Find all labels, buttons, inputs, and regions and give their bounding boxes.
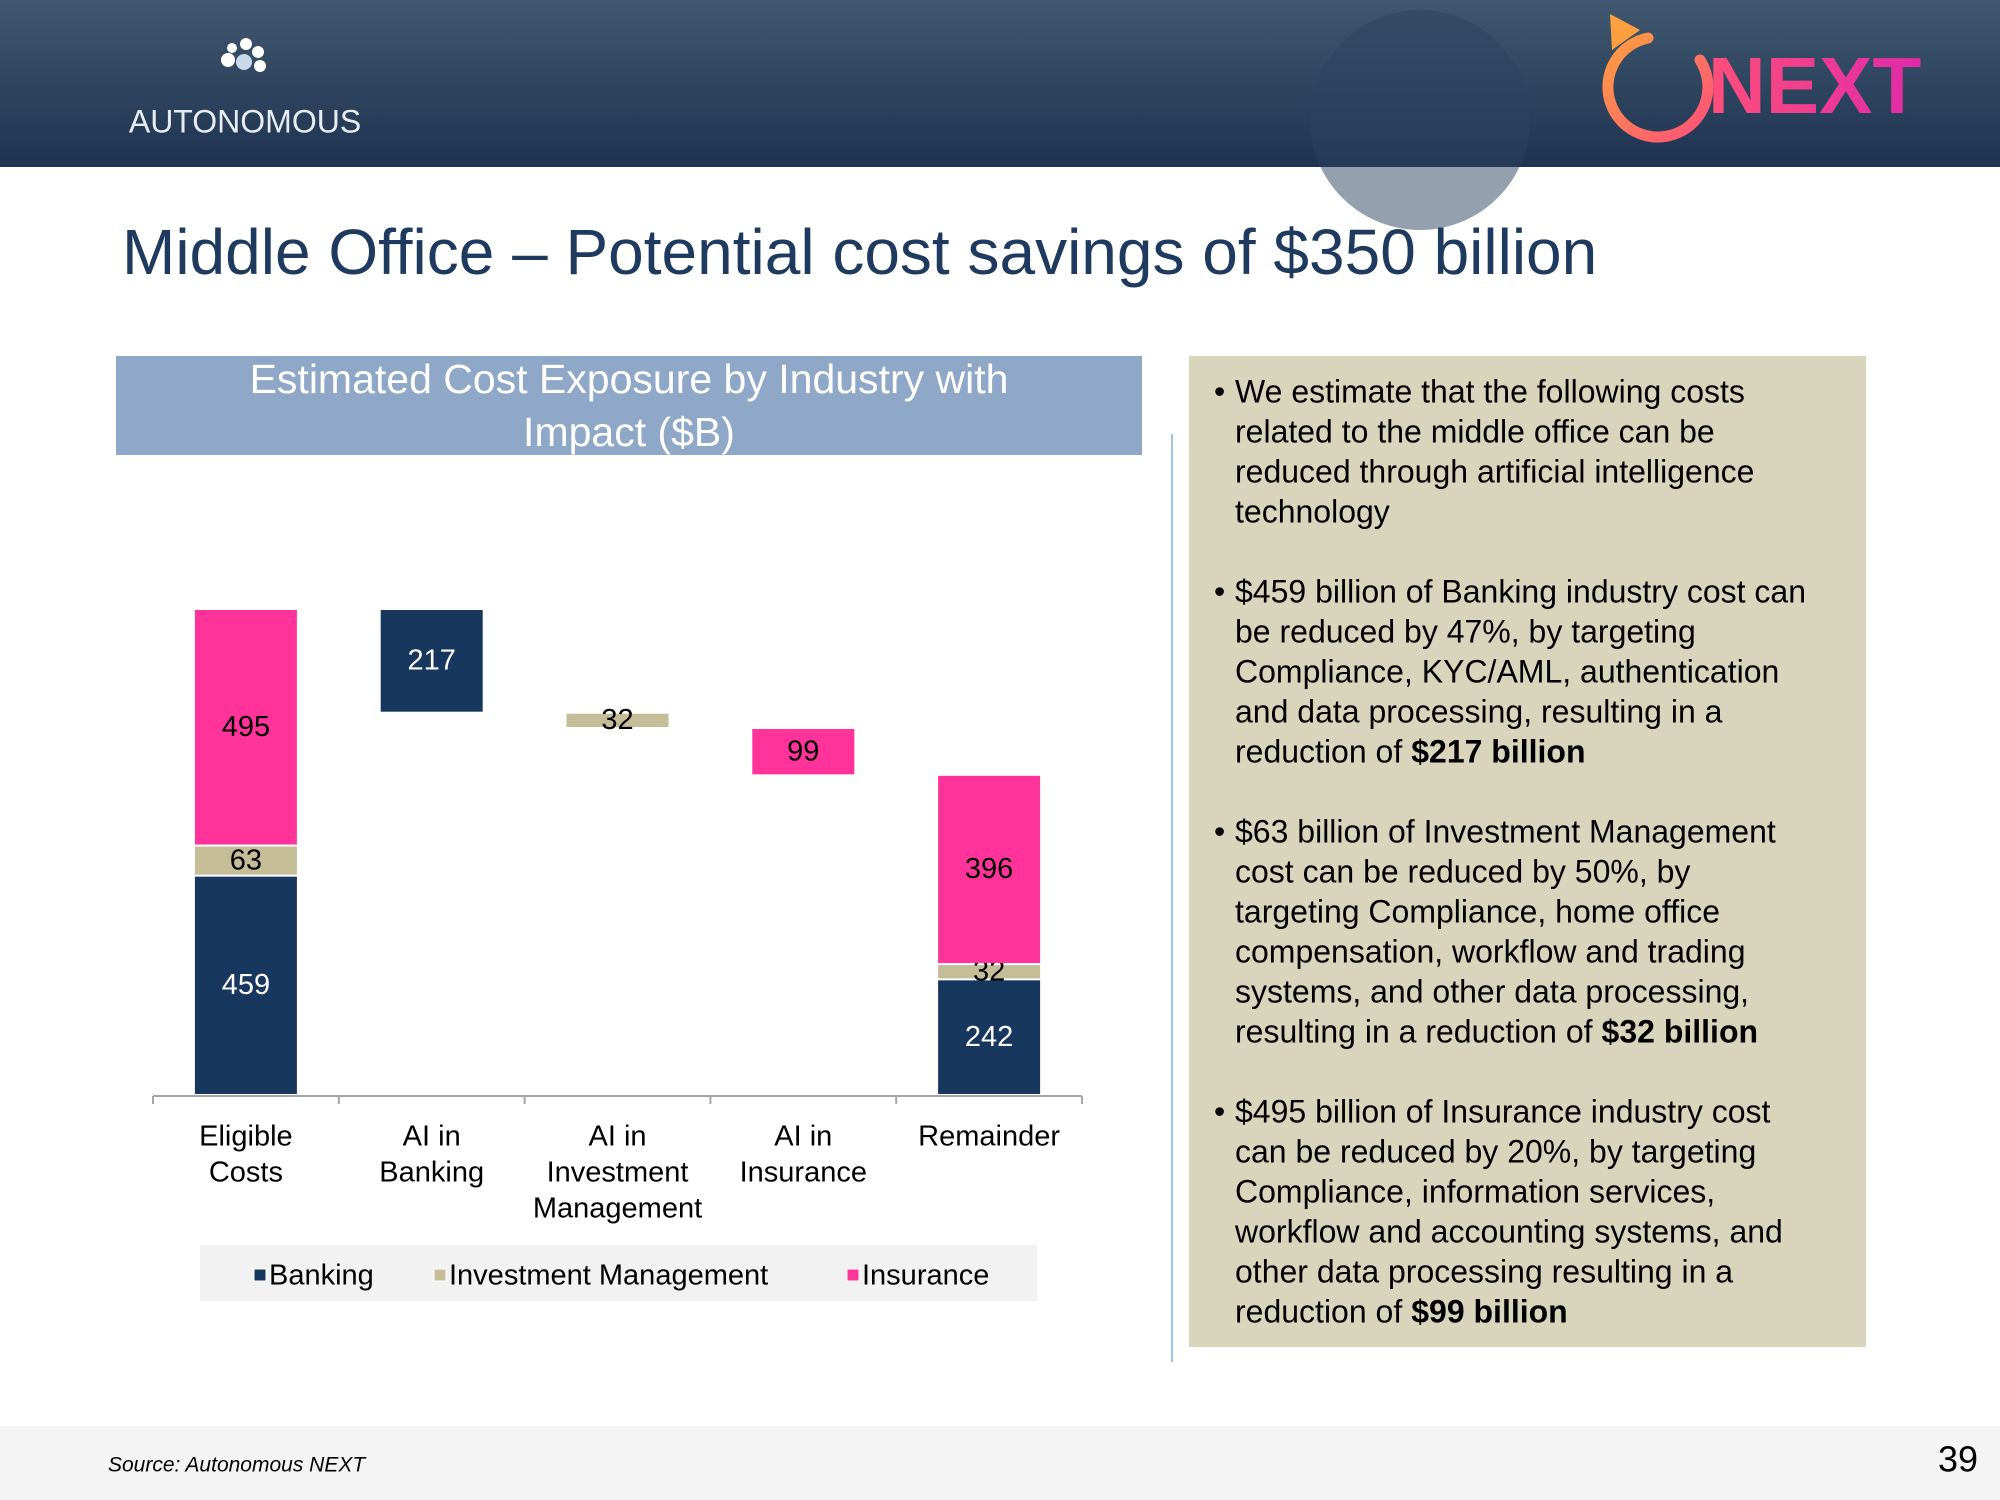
slide-title: Middle Office – Potential cost savings o… xyxy=(122,216,1597,288)
bullet-text: We estimate that the following costs xyxy=(1235,373,1745,409)
right-logo-ring xyxy=(1602,32,1714,143)
footer-band xyxy=(0,1426,2000,1500)
bullet-text: can be reduced by 20%, by targeting xyxy=(1235,1133,1756,1169)
bullet-text: reduction of xyxy=(1235,1293,1402,1329)
bar-segment xyxy=(194,610,297,845)
bullet-text: systems, and other data processing, xyxy=(1235,973,1749,1009)
bar-segment xyxy=(938,965,1041,979)
bullet-text: and data processing, resulting in a xyxy=(1235,693,1723,729)
bullet-text: compensation, workflow and trading xyxy=(1235,933,1746,969)
legend-box xyxy=(200,1245,1037,1301)
bullet-text: related to the middle office can be xyxy=(1235,413,1715,449)
x-tick-label: Costs xyxy=(209,1157,283,1189)
bar-segment xyxy=(380,610,483,712)
legend-marker xyxy=(433,1268,447,1282)
value-label: 32 xyxy=(601,704,633,736)
bullet-dot: • xyxy=(1214,1093,1225,1129)
bullet-text: resulting in a reduction of xyxy=(1235,1013,1593,1049)
bullet-text: reduced through artificial intelligence xyxy=(1235,453,1754,489)
value-label: 99 xyxy=(787,735,819,767)
x-tick-label: Management xyxy=(533,1193,702,1225)
bullet-dot: • xyxy=(1214,573,1225,609)
bullet-dot: • xyxy=(1214,813,1225,849)
bullet-text: $459 billion of Banking industry cost ca… xyxy=(1235,573,1806,609)
left-logo: AUTONOMOUS xyxy=(129,103,361,139)
value-label: 63 xyxy=(230,844,262,876)
text-panel xyxy=(1189,356,1866,1347)
bullet-text: cost can be reduced by 50%, by xyxy=(1235,853,1690,889)
bullet-text: Compliance, KYC/AML, authentication xyxy=(1235,653,1779,689)
bullet-dot: • xyxy=(1214,373,1225,409)
chart-title: Estimated Cost Exposure by Industry with… xyxy=(250,356,1009,455)
x-tick-label: Insurance xyxy=(740,1157,867,1189)
header-band xyxy=(0,0,2000,167)
legend-marker xyxy=(846,1268,860,1282)
bullet-text: workflow and accounting systems, and xyxy=(1234,1213,1783,1249)
x-tick-label: Remainder xyxy=(918,1121,1060,1153)
legend-label: Investment Management xyxy=(449,1260,768,1292)
left-logo-icon xyxy=(221,38,266,72)
bullet-text: other data processing resulting in a xyxy=(1235,1253,1733,1289)
bar-segment xyxy=(194,846,297,875)
legend-label: Insurance xyxy=(862,1260,989,1292)
legend-marker xyxy=(253,1268,267,1282)
bar-segment xyxy=(752,728,855,775)
bullet-text: Compliance, information services, xyxy=(1235,1173,1715,1209)
right-logo: NEXT xyxy=(1708,41,1921,130)
x-tick-label: Eligible xyxy=(199,1121,293,1153)
right-logo-arrow xyxy=(1610,14,1640,50)
bullet-text: reduction of xyxy=(1235,733,1402,769)
bar-segment xyxy=(194,876,297,1094)
x-tick-label: AI in xyxy=(403,1121,461,1153)
bullet-bold: $32 billion xyxy=(1602,1013,1758,1049)
header-decoration xyxy=(1310,10,1530,230)
source: Source: Autonomous NEXT xyxy=(108,1454,367,1477)
bullet-text: $495 billion of Insurance industry cost xyxy=(1235,1093,1771,1129)
bar-segment xyxy=(938,775,1041,964)
page-number: 39 xyxy=(1938,1439,1978,1480)
value-label: 242 xyxy=(965,1021,1013,1053)
value-label: 217 xyxy=(408,645,456,677)
bullet-text: technology xyxy=(1235,493,1390,529)
legend-label: Banking xyxy=(269,1260,374,1292)
bullet-text: be reduced by 47%, by targeting xyxy=(1235,613,1696,649)
bullet-bold: $99 billion xyxy=(1411,1293,1567,1329)
bullet-text: $63 billion of Investment Management xyxy=(1235,813,1776,849)
x-tick-label: AI in xyxy=(588,1121,646,1153)
value-label: 459 xyxy=(222,969,270,1001)
x-tick-label: Banking xyxy=(379,1157,484,1189)
chart-title-box xyxy=(116,356,1142,455)
bar-segment xyxy=(938,980,1041,1094)
bullet-text: targeting Compliance, home office xyxy=(1235,893,1720,929)
x-tick-label: Investment xyxy=(547,1157,689,1189)
bullet-bold: $217 billion xyxy=(1411,733,1585,769)
value-label: 396 xyxy=(965,853,1013,885)
bar-segment xyxy=(566,713,669,727)
x-tick-label: AI in xyxy=(774,1121,832,1153)
value-label: 495 xyxy=(222,711,270,743)
